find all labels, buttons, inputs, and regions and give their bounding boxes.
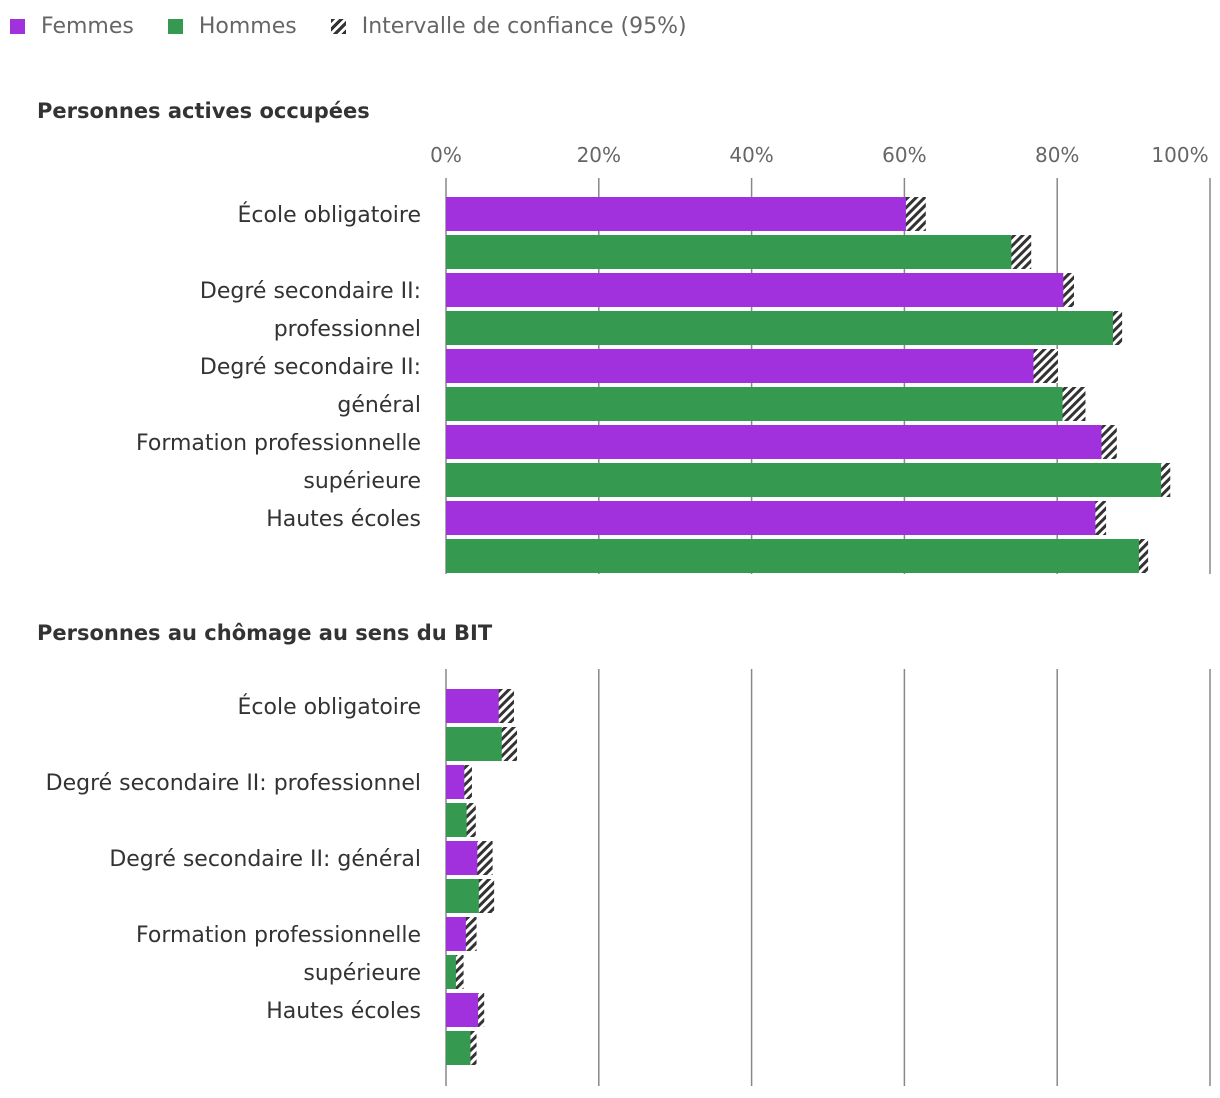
x-tick-label: 0% <box>430 143 462 167</box>
legend-label-femmes: Femmes <box>41 13 134 39</box>
category-label: supérieure <box>303 469 421 494</box>
category-label: Degré secondaire II: <box>200 355 421 380</box>
confidence-interval-femmes <box>1063 273 1075 307</box>
confidence-interval-hommes <box>1062 387 1086 421</box>
bar-femmes[interactable] <box>446 273 1069 307</box>
x-tick-label: 20% <box>577 143 621 167</box>
legend-label-hommes: Hommes <box>198 13 297 39</box>
bar-femmes[interactable] <box>446 501 1101 535</box>
bar-femmes[interactable] <box>446 689 507 723</box>
confidence-interval-femmes <box>1033 349 1058 383</box>
confidence-interval-hommes <box>466 803 476 837</box>
x-tick-label: 40% <box>729 143 773 167</box>
confidence-interval-femmes <box>478 993 485 1027</box>
legend-item-hommes[interactable]: Hommes <box>167 13 297 39</box>
bar-femmes[interactable] <box>446 197 916 231</box>
legend-swatch-confidence-interval <box>330 18 346 34</box>
x-tick-label: 80% <box>1035 143 1079 167</box>
confidence-interval-femmes <box>1095 501 1107 535</box>
confidence-interval-hommes <box>501 727 518 761</box>
legend-item-confidence-interval[interactable]: Intervalle de confiance (95%) <box>330 13 687 39</box>
legend: Femmes Hommes Intervalle de confiance (9… <box>10 10 721 42</box>
bar-hommes[interactable] <box>446 235 1022 269</box>
category-label: professionnel <box>274 317 421 342</box>
category-label: Degré secondaire II: <box>200 279 421 304</box>
category-label: Formation professionnelle <box>136 431 421 456</box>
bar-femmes[interactable] <box>446 425 1110 459</box>
chart-panel-2: Personnes au chômage au sens du BIT École… <box>37 621 1211 1086</box>
bar-femmes[interactable] <box>446 349 1046 383</box>
confidence-interval-hommes <box>1138 539 1149 573</box>
bar-hommes[interactable] <box>446 311 1118 345</box>
confidence-interval-hommes <box>478 879 495 913</box>
panel-title: Personnes actives occupées <box>37 99 370 123</box>
confidence-interval-hommes <box>1161 463 1171 497</box>
x-tick-label: 100% <box>1151 143 1208 167</box>
confidence-interval-femmes <box>905 197 926 231</box>
bar-femmes[interactable] <box>446 993 484 1027</box>
confidence-interval-femmes <box>465 917 477 951</box>
x-tick-label: 60% <box>882 143 926 167</box>
bar-hommes[interactable] <box>446 463 1166 497</box>
confidence-interval-hommes <box>1011 235 1032 269</box>
bar-hommes[interactable] <box>446 727 510 761</box>
category-label: supérieure <box>303 961 421 986</box>
category-label: Hautes écoles <box>266 507 421 532</box>
bar-hommes[interactable] <box>446 539 1144 573</box>
category-label: Hautes écoles <box>266 999 421 1024</box>
panel-title: Personnes au chômage au sens du BIT <box>37 621 493 645</box>
legend-swatch-femmes <box>10 18 25 34</box>
legend-label-confidence-interval: Intervalle de confiance (95%) <box>361 13 687 39</box>
legend-item-femmes[interactable]: Femmes <box>10 14 134 39</box>
confidence-interval-hommes <box>455 955 464 989</box>
bar-femmes[interactable] <box>446 765 469 799</box>
confidence-interval-femmes <box>498 689 514 723</box>
category-label: Formation professionnelle <box>136 923 421 948</box>
category-label: École obligatoire <box>238 202 422 228</box>
category-label: Degré secondaire II: général <box>109 847 421 872</box>
category-label: École obligatoire <box>238 694 422 720</box>
category-label: Degré secondaire II: professionnel <box>46 771 421 796</box>
confidence-interval-hommes <box>1112 311 1123 345</box>
legend-swatch-hommes <box>167 18 183 34</box>
confidence-interval-femmes <box>477 841 493 875</box>
chart-panel-1: Personnes actives occupées 0% 20% 40% 60% 80%… <box>37 99 1211 574</box>
confidence-interval-femmes <box>1101 425 1117 459</box>
confidence-interval-hommes <box>470 1031 477 1065</box>
category-label: général <box>337 393 421 418</box>
confidence-interval-femmes <box>464 765 472 799</box>
bar-hommes[interactable] <box>446 387 1075 421</box>
